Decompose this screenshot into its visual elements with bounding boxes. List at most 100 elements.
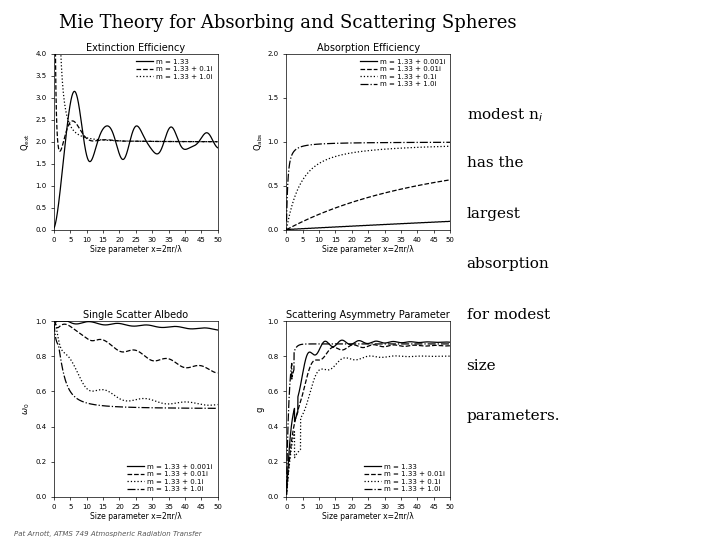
m = 1.33 + 0.01i	[443, 177, 451, 184]
Line: m = 1.33 + 0.01i: m = 1.33 + 0.01i	[287, 180, 450, 230]
Line: m = 1.33 + 0.1i: m = 1.33 + 0.1i	[287, 146, 450, 229]
Title: Scattering Asymmetry Parameter: Scattering Asymmetry Parameter	[287, 310, 450, 320]
m = 1.33 + 0.001i	[282, 226, 291, 233]
Title: Absorption Efficiency: Absorption Efficiency	[317, 43, 420, 53]
Y-axis label: Q$_{\rm abs}$: Q$_{\rm abs}$	[252, 132, 265, 151]
Legend: m = 1.33 + 0.001i, m = 1.33 + 0.01i, m = 1.33 + 0.1i, m = 1.33 + 1.0i: m = 1.33 + 0.001i, m = 1.33 + 0.01i, m =…	[358, 57, 446, 89]
m = 1.33 + 0.01i	[192, 362, 201, 369]
m = 1.33 + 0.01i	[352, 198, 361, 204]
m = 1.33 + 0.001i	[345, 223, 354, 230]
Line: m = 1.33 + 0.001i: m = 1.33 + 0.001i	[287, 221, 450, 229]
Text: modest n$_i$: modest n$_i$	[467, 106, 543, 124]
m = 1.33 + 0.01i	[282, 226, 291, 233]
m = 1.33 + 1.0i	[68, 126, 77, 133]
m = 1.33 + 0.1i	[213, 401, 222, 408]
m = 1.33 + 0.01i	[213, 370, 222, 376]
m = 1.33 + 0.1i	[68, 360, 77, 366]
m = 1.33 + 0.001i	[78, 320, 87, 326]
m = 1.33 + 0.1i	[282, 491, 291, 498]
m = 1.33 + 1.0i	[282, 484, 291, 491]
m = 1.33	[213, 145, 222, 151]
m = 1.33 + 0.1i	[192, 400, 201, 407]
m = 1.33 + 1.0i	[213, 138, 222, 145]
m = 1.33 + 1.0i	[210, 405, 219, 411]
m = 1.33 + 1.0i	[78, 133, 87, 140]
m = 1.33 + 1.0i	[112, 138, 121, 144]
Text: Mie Theory for Absorbing and Scattering Spheres: Mie Theory for Absorbing and Scattering …	[59, 14, 517, 31]
m = 1.33 + 0.1i	[425, 353, 433, 360]
m = 1.33 + 0.01i	[425, 342, 433, 349]
m = 1.33 + 1.0i	[345, 341, 354, 347]
m = 1.33 + 0.1i	[446, 353, 454, 360]
m = 1.33 + 0.001i	[445, 218, 454, 225]
m = 1.33	[301, 358, 310, 365]
m = 1.33 + 0.1i	[192, 138, 201, 145]
m = 1.33 + 0.1i	[443, 353, 451, 360]
m = 1.33 + 0.1i	[345, 150, 354, 157]
m = 1.33 + 0.001i	[192, 325, 201, 332]
Title: Single Scatter Albedo: Single Scatter Albedo	[84, 310, 189, 320]
m = 1.33	[352, 338, 361, 345]
m = 1.33 + 0.1i	[120, 397, 128, 404]
m = 1.33 + 1.0i	[425, 341, 433, 347]
m = 1.33	[112, 143, 121, 149]
Line: m = 1.33 + 0.01i: m = 1.33 + 0.01i	[54, 321, 217, 373]
m = 1.33 + 1.0i	[380, 341, 389, 347]
m = 1.33 + 1.0i	[352, 140, 361, 146]
m = 1.33 + 0.001i	[213, 327, 222, 333]
m = 1.33	[78, 128, 87, 134]
m = 1.33 + 0.1i	[301, 173, 310, 179]
X-axis label: Size parameter x=2πr/λ: Size parameter x=2πr/λ	[323, 245, 414, 254]
m = 1.33	[446, 339, 454, 346]
m = 1.33	[425, 339, 433, 345]
m = 1.33 + 0.1i	[310, 163, 319, 170]
m = 1.33 + 0.1i	[301, 406, 310, 412]
Line: m = 1.33 + 0.001i: m = 1.33 + 0.001i	[54, 321, 217, 330]
m = 1.33 + 0.1i	[282, 226, 291, 232]
m = 1.33 + 0.1i	[50, 318, 58, 325]
m = 1.33 + 0.1i	[210, 138, 219, 145]
m = 1.33 + 0.001i	[310, 225, 319, 231]
m = 1.33 + 0.01i	[345, 343, 354, 349]
m = 1.33 + 0.01i	[112, 346, 121, 353]
m = 1.33 + 0.001i	[352, 222, 361, 229]
m = 1.33 + 0.001i	[446, 218, 454, 225]
m = 1.33	[210, 140, 219, 147]
Legend: m = 1.33, m = 1.33 + 0.01i, m = 1.33 + 0.1i, m = 1.33 + 1.0i: m = 1.33, m = 1.33 + 0.01i, m = 1.33 + 0…	[363, 462, 446, 494]
m = 1.33 + 0.01i	[282, 491, 291, 498]
m = 1.33 + 0.1i	[213, 138, 222, 145]
m = 1.33 + 1.0i	[446, 341, 454, 347]
m = 1.33 + 1.0i	[352, 341, 361, 347]
m = 1.33 + 0.1i	[352, 356, 361, 363]
m = 1.33	[310, 352, 319, 358]
m = 1.33 + 1.0i	[301, 341, 310, 347]
m = 1.33 + 1.0i	[310, 141, 319, 147]
m = 1.33	[443, 339, 451, 345]
m = 1.33 + 1.0i	[50, 321, 58, 327]
m = 1.33 + 1.0i	[301, 143, 310, 149]
m = 1.33 + 1.0i	[112, 403, 121, 410]
Text: has the: has the	[467, 157, 523, 171]
m = 1.33 + 0.001i	[120, 321, 128, 328]
m = 1.33 + 1.0i	[446, 139, 454, 146]
Text: for modest: for modest	[467, 308, 549, 322]
Line: m = 1.33 + 0.1i: m = 1.33 + 0.1i	[287, 356, 450, 495]
Line: m = 1.33: m = 1.33	[54, 91, 217, 228]
m = 1.33	[68, 90, 77, 97]
m = 1.33 + 0.001i	[301, 225, 310, 232]
m = 1.33 + 1.0i	[443, 139, 451, 146]
m = 1.33 + 0.01i	[301, 381, 310, 387]
Line: m = 1.33 + 1.0i: m = 1.33 + 1.0i	[287, 143, 450, 221]
m = 1.33	[192, 140, 201, 147]
m = 1.33 + 1.0i	[425, 139, 433, 146]
Line: m = 1.33: m = 1.33	[287, 340, 450, 494]
Text: parameters.: parameters.	[467, 409, 560, 423]
m = 1.33 + 0.001i	[210, 326, 219, 333]
m = 1.33 + 0.001i	[425, 219, 433, 226]
Legend: m = 1.33, m = 1.33 + 0.1i, m = 1.33 + 1.0i: m = 1.33, m = 1.33 + 0.1i, m = 1.33 + 1.…	[135, 57, 214, 81]
m = 1.33 + 0.01i	[301, 217, 310, 224]
m = 1.33 + 0.1i	[204, 402, 213, 408]
m = 1.33 + 0.01i	[310, 213, 319, 219]
m = 1.33 + 1.0i	[120, 138, 128, 144]
m = 1.33 + 0.001i	[443, 218, 451, 225]
